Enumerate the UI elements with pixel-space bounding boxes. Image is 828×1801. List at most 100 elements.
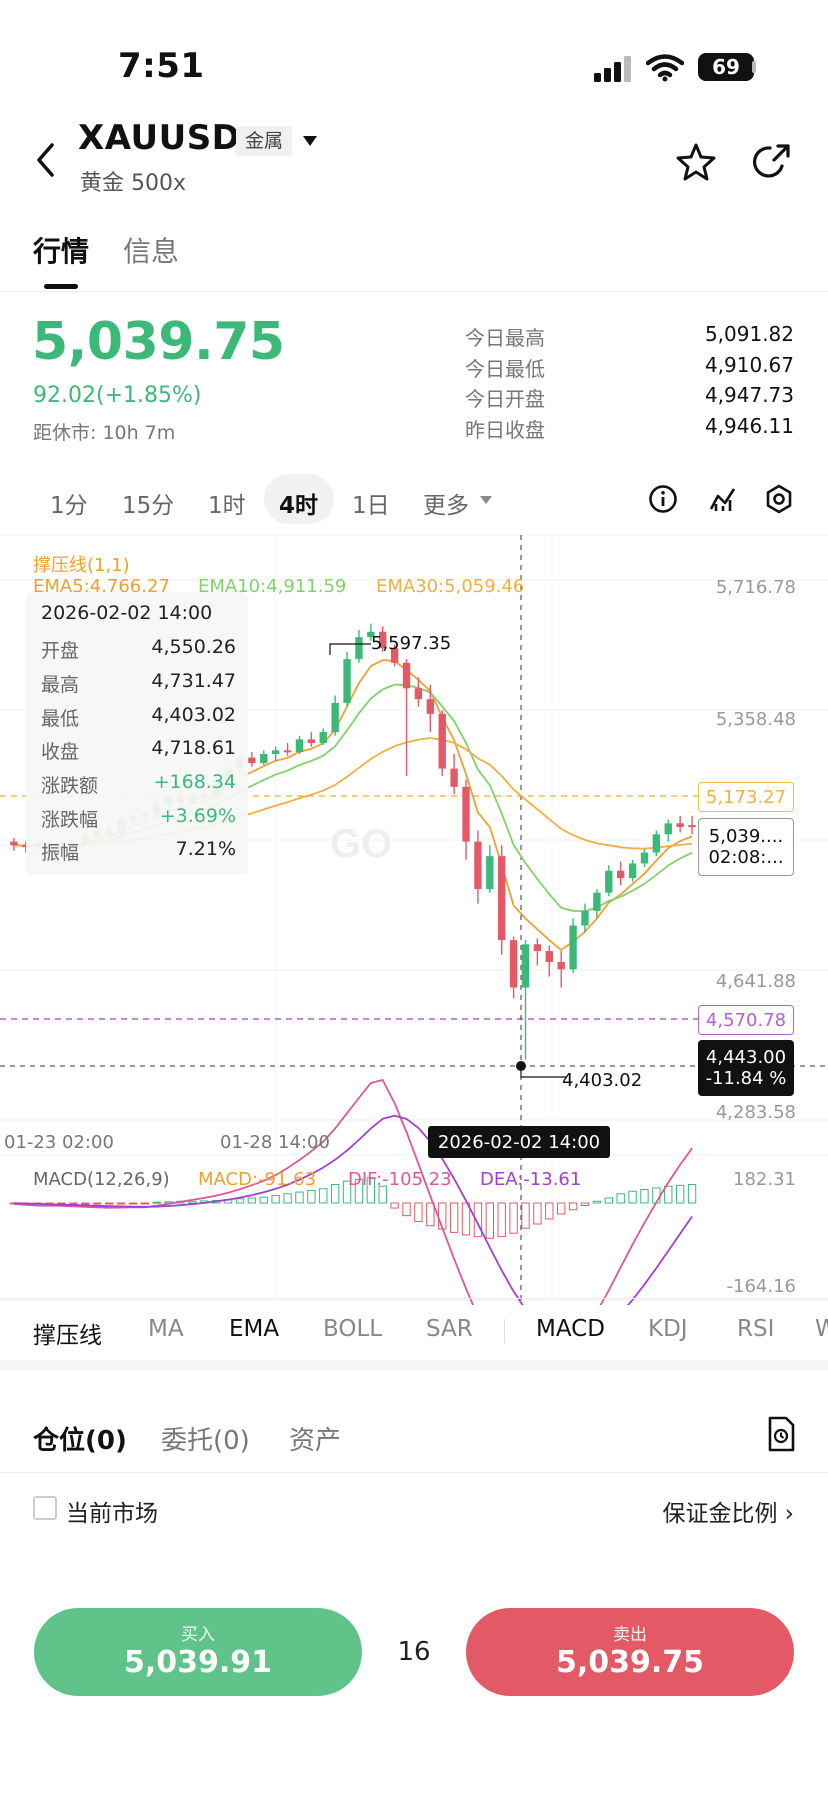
timeframe-1d[interactable]: 1日	[352, 493, 390, 519]
tooltip-label: 收盘	[41, 741, 80, 763]
candle-body	[462, 786, 470, 842]
support-resistance-title: 撑压线(1,1)	[33, 555, 130, 576]
candle-body	[581, 910, 589, 926]
tab-positions[interactable]: 仓位(0)	[33, 1426, 127, 1456]
candle-body	[569, 925, 577, 970]
active-tab-indicator	[44, 284, 78, 289]
kline-chart[interactable]: GO	[0, 535, 828, 1305]
battery-indicator: 69	[698, 53, 754, 81]
macd-bar	[473, 1202, 483, 1238]
candle-body	[319, 732, 327, 744]
cellular-signal-icon	[594, 56, 631, 82]
timeframe-1h[interactable]: 1时	[208, 493, 246, 519]
tooltip-value: +3.69%	[159, 805, 236, 827]
margin-ratio-link[interactable]: 保证金比例 ›	[662, 1501, 794, 1527]
tab-market[interactable]: 行情	[33, 235, 90, 268]
ema5-label: EMA5:4,766.27	[33, 576, 170, 597]
macd-bar	[259, 1196, 268, 1204]
last-price: 5,039.75	[32, 312, 285, 372]
indicator-tab-kdj[interactable]: KDJ	[648, 1316, 688, 1342]
macd-bar	[366, 1177, 376, 1204]
ema30-label: EMA30:5,059.46	[376, 576, 525, 597]
timeframe-1m[interactable]: 1分	[50, 493, 88, 519]
y-axis-tick: 5,716.78	[715, 577, 796, 598]
candle-body	[402, 662, 411, 689]
candle-body	[486, 856, 494, 890]
indicator-tab-ma[interactable]: MA	[148, 1316, 184, 1342]
history-document-icon[interactable]	[766, 1416, 796, 1452]
tooltip-label: 涨跌幅	[41, 809, 99, 831]
macd-bar	[402, 1202, 411, 1217]
tooltip-value: 4,403.02	[151, 704, 236, 726]
candle-body	[498, 856, 506, 941]
indicator-chart-icon[interactable]	[708, 484, 738, 514]
high-marker-label: 5,597.35	[371, 633, 452, 654]
info-icon[interactable]	[648, 484, 678, 514]
indicator-tab-ema[interactable]: EMA	[229, 1316, 280, 1342]
buy-button[interactable]: 买入 5,039.91	[34, 1608, 362, 1696]
macd-bar	[664, 1185, 673, 1204]
tab-orders[interactable]: 委托(0)	[161, 1426, 250, 1456]
macd-bar	[283, 1193, 292, 1204]
indicator-tab-boll[interactable]: BOLL	[323, 1316, 383, 1342]
candle-body	[367, 631, 375, 638]
macd-bar	[568, 1202, 578, 1211]
tab-assets[interactable]: 资产	[289, 1426, 342, 1456]
battery-tip	[752, 61, 756, 73]
crosshair-price-tag: 4,443.00 -11.84 %	[698, 1040, 794, 1096]
price-change: 92.02(+1.85%)	[33, 383, 202, 408]
macd-bar	[449, 1202, 459, 1233]
timeframe-15m[interactable]: 15分	[122, 493, 175, 519]
stat-value: 4,910.67	[704, 353, 794, 377]
spread-value: 16	[397, 1637, 431, 1667]
current-market-checkbox[interactable]	[33, 1496, 57, 1520]
macd-bar	[390, 1202, 399, 1209]
indicator-tab-rsi[interactable]: RSI	[737, 1316, 775, 1342]
buy-label: 买入	[181, 1625, 215, 1645]
indicator-tab-support[interactable]: 撑压线	[33, 1323, 102, 1349]
symbol-title[interactable]: XAUUSD	[78, 118, 241, 158]
candle-body	[390, 648, 399, 663]
macd-bar	[188, 1200, 197, 1204]
candle-body	[533, 944, 542, 952]
timeframe-4h[interactable]: 4时	[279, 493, 319, 519]
dea-value: DEA:-13.61	[480, 1169, 582, 1190]
candle-body	[450, 768, 458, 787]
indicator-top-divider	[0, 1298, 828, 1299]
macd-bar	[295, 1191, 304, 1204]
indicator-tab-sar[interactable]: SAR	[426, 1316, 473, 1342]
more-caret-icon[interactable]	[480, 496, 492, 505]
macd-axis-top: 182.31	[733, 1169, 796, 1190]
macd-bar	[592, 1200, 602, 1204]
candle-body	[545, 951, 553, 962]
low-marker-line	[520, 1066, 567, 1078]
candle-body	[307, 739, 316, 744]
timeframe-more[interactable]: 更多	[423, 493, 469, 519]
macd-bar	[140, 1202, 149, 1205]
tooltip-value: +168.34	[153, 771, 236, 793]
low-marker-label: 4,403.02	[562, 1070, 643, 1091]
candle-body	[343, 659, 351, 703]
macd-bar	[414, 1202, 423, 1222]
share-icon[interactable]	[752, 142, 792, 182]
indicator-tab-macd[interactable]: MACD	[536, 1316, 605, 1342]
tab-info[interactable]: 信息	[123, 235, 180, 268]
macd-bar	[675, 1184, 685, 1204]
candle-body	[438, 713, 446, 769]
active-timeframe-pill	[264, 474, 334, 524]
macd-bar	[81, 1202, 90, 1205]
dif-value: DIF:-105.23	[348, 1169, 452, 1190]
back-arrow-icon[interactable]	[34, 142, 56, 178]
stat-value: 5,091.82	[704, 322, 794, 346]
indicator-tab-more[interactable]: W	[815, 1316, 828, 1342]
tooltip-label: 振幅	[41, 842, 80, 864]
sell-button[interactable]: 卖出 5,039.75	[466, 1608, 794, 1696]
macd-axis-bottom: -164.16	[726, 1276, 796, 1297]
favorite-star-icon[interactable]	[676, 142, 716, 182]
macd-bar	[247, 1197, 257, 1204]
dropdown-caret-icon[interactable]	[302, 135, 318, 147]
high-marker-line	[329, 643, 371, 655]
candle-body	[521, 944, 530, 988]
macd-bar	[128, 1202, 138, 1205]
chart-settings-icon[interactable]	[764, 484, 794, 514]
